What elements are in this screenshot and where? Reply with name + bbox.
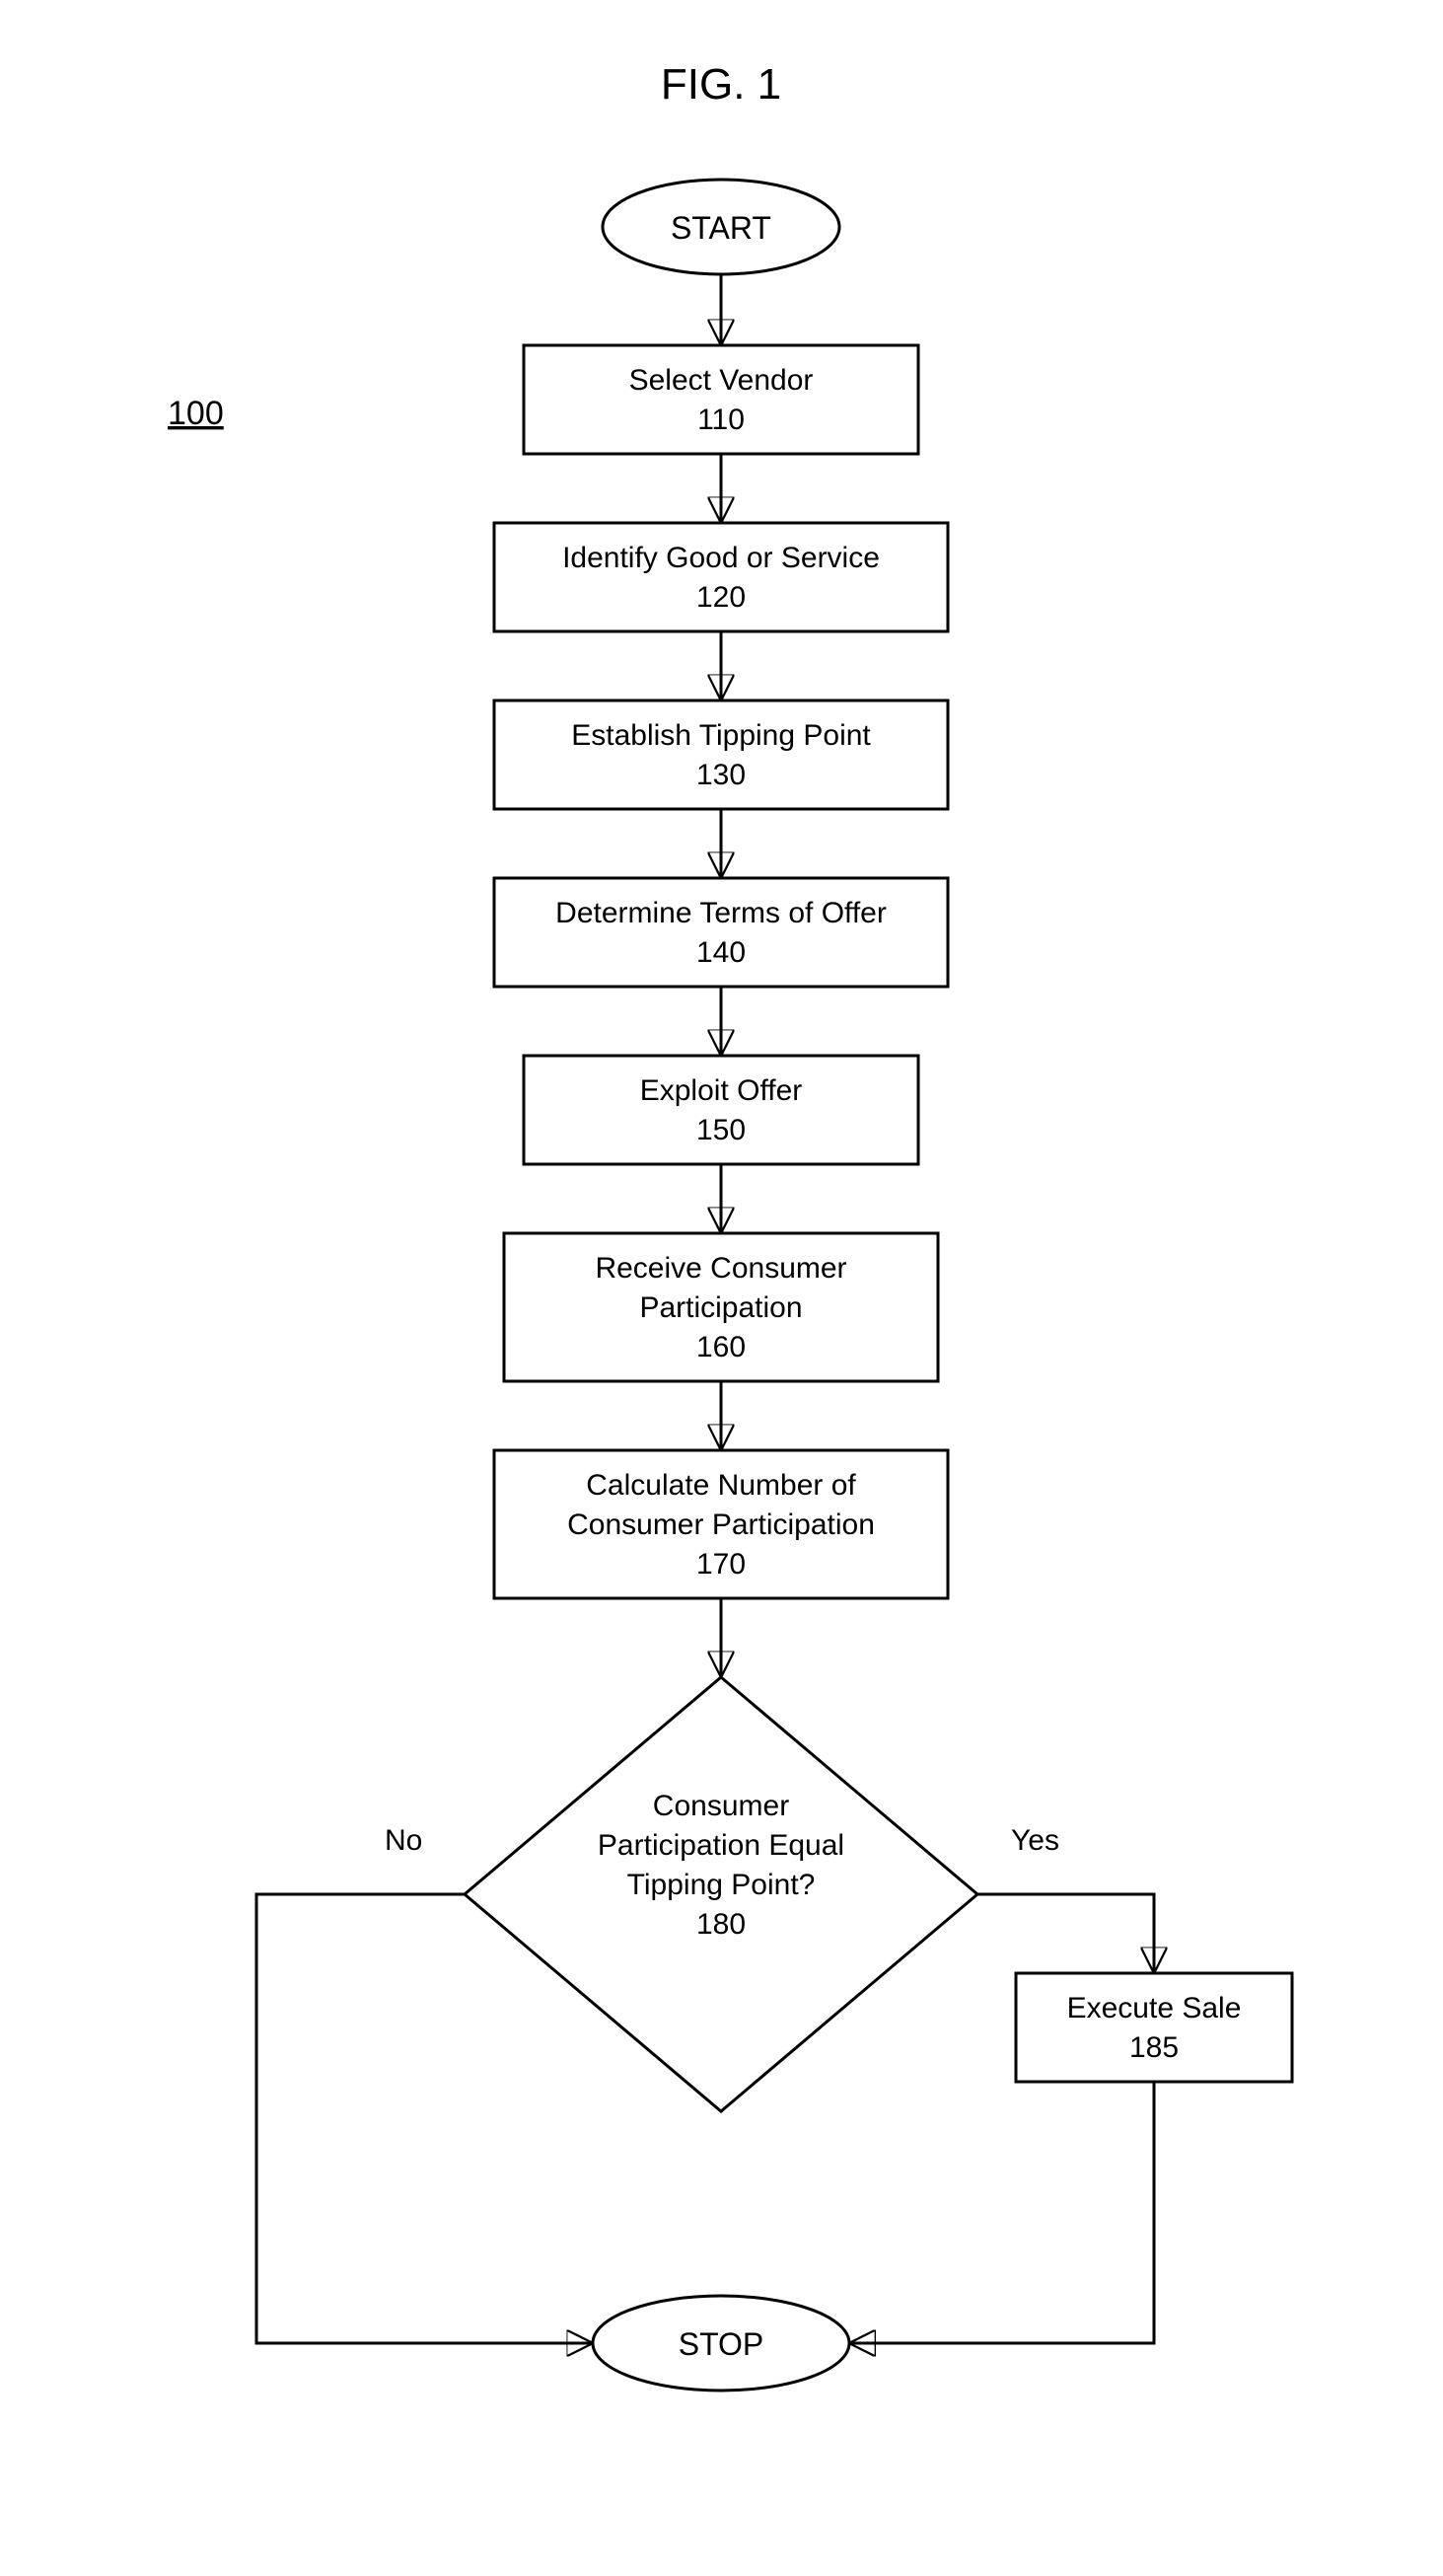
box-170-line2: Consumer Participation: [567, 1509, 875, 1541]
figure-title: FIG. 1: [661, 60, 781, 109]
box-140-text: Determine Terms of Offer: [555, 897, 887, 929]
box-150: [524, 1056, 918, 1164]
box-120-text: Identify Good or Service: [562, 542, 880, 574]
decision-180-line1: Consumer: [653, 1790, 789, 1822]
decision-180-line3: Tipping Point?: [627, 1869, 816, 1901]
start-label: START: [671, 210, 771, 246]
box-185: [1016, 1973, 1292, 2082]
label-yes: Yes: [1011, 1824, 1059, 1857]
label-no: No: [385, 1824, 422, 1857]
box-150-num: 150: [696, 1114, 746, 1146]
box-140-num: 140: [696, 936, 746, 969]
decision-180-num: 180: [696, 1908, 746, 1941]
stop-label: STOP: [679, 2326, 764, 2362]
box-120-num: 120: [696, 581, 746, 614]
box-110-text: Select Vendor: [629, 364, 814, 397]
box-170-num: 170: [696, 1548, 746, 1581]
box-150-text: Exploit Offer: [640, 1074, 803, 1107]
decision-180-line2: Participation Equal: [598, 1829, 844, 1862]
box-185-num: 185: [1129, 2031, 1179, 2064]
box-130: [494, 700, 948, 809]
box-160-line1: Receive Consumer: [595, 1252, 846, 1285]
arrow-185-stop: [851, 2082, 1154, 2343]
arrow-no-path: [256, 1894, 591, 2343]
box-130-num: 130: [696, 759, 746, 791]
box-110-num: 110: [697, 404, 745, 436]
figure-ref: 100: [168, 395, 224, 432]
box-140: [494, 878, 948, 987]
box-120: [494, 523, 948, 631]
arrow-yes-path: [977, 1894, 1154, 1971]
box-160-num: 160: [696, 1331, 746, 1363]
box-110: [524, 345, 918, 454]
box-130-text: Establish Tipping Point: [571, 719, 871, 752]
box-185-text: Execute Sale: [1067, 1992, 1242, 2024]
box-160-line2: Participation: [639, 1291, 802, 1324]
box-170-line1: Calculate Number of: [586, 1469, 856, 1502]
